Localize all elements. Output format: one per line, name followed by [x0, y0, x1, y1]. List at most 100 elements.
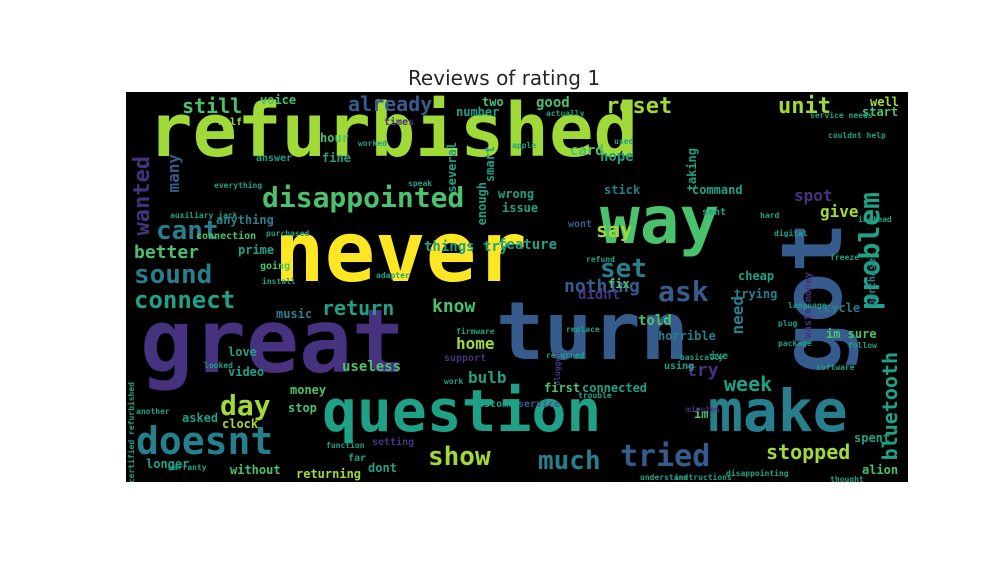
- word-used: used: [614, 137, 634, 146]
- word-returned: returned: [546, 351, 585, 360]
- word-wrong: wrong: [498, 187, 535, 201]
- word-question: question: [322, 377, 602, 445]
- word-firmware: firmware: [456, 327, 495, 336]
- word-unit: unit: [778, 94, 831, 119]
- word-alion: alion: [862, 463, 899, 477]
- word-love: love: [228, 345, 257, 359]
- word-turn: turn: [496, 285, 689, 378]
- word-card: card: [570, 143, 604, 159]
- word-worked: worked: [358, 139, 387, 148]
- word-using: using: [664, 361, 695, 372]
- word-purchase: purchase: [867, 258, 878, 307]
- word-warranty: warranty: [168, 463, 207, 472]
- word-day: day: [220, 389, 271, 422]
- word-ive: ive: [710, 351, 729, 362]
- word-digital: digital: [774, 229, 808, 238]
- word-wont: wont: [568, 219, 593, 230]
- word-work: work: [444, 377, 464, 386]
- word-try: try: [686, 360, 719, 381]
- word-fine: fine: [322, 151, 351, 165]
- word-apple: apple: [512, 141, 537, 150]
- word-much: much: [538, 446, 601, 476]
- word-show: show: [428, 442, 491, 472]
- word-service-needs: service needs: [810, 111, 873, 120]
- word-never: never: [274, 203, 527, 301]
- word-actually: actually: [546, 109, 585, 118]
- word-video: video: [228, 365, 265, 379]
- word-trying: trying: [734, 287, 778, 301]
- word-command: command: [692, 183, 743, 197]
- word-returning: returning: [296, 467, 362, 481]
- word-freeze: freeze: [830, 253, 859, 262]
- word-didnt: didnt: [578, 287, 621, 303]
- word-connection: connection: [196, 231, 257, 242]
- word-useless: useless: [342, 359, 402, 375]
- word-tried: tried: [620, 439, 711, 474]
- word-spent: spent: [854, 431, 891, 445]
- word-times: times: [384, 117, 415, 128]
- word-customer: customer: [472, 399, 521, 410]
- word-things-try: things try: [424, 239, 509, 255]
- word-better: better: [134, 242, 200, 263]
- word-smart: smart: [483, 146, 497, 183]
- word-two: two: [482, 95, 504, 109]
- word-follow: follow: [848, 341, 877, 350]
- word-make: make: [708, 377, 848, 445]
- word-couldnt-help: couldnt help: [828, 131, 886, 140]
- word-language: language: [788, 301, 827, 310]
- word-cant: cant: [156, 216, 219, 246]
- word-hard: hard: [760, 211, 780, 220]
- word-package: package: [778, 339, 812, 348]
- word-enough: enough: [475, 182, 489, 226]
- word-anything: anything: [216, 213, 274, 227]
- word-stick: stick: [604, 183, 641, 197]
- word-minutes: minutes: [686, 405, 720, 414]
- word-another: another: [136, 407, 170, 416]
- word-cheap: cheap: [738, 269, 775, 283]
- word-everything: everything: [214, 181, 263, 190]
- word-im-sure: im sure: [826, 327, 877, 341]
- word-far: far: [348, 453, 367, 464]
- word-week: week: [724, 372, 773, 396]
- word-already: already: [348, 92, 433, 116]
- word-issue: issue: [502, 201, 539, 215]
- word-disappointing: disappointing: [726, 469, 789, 478]
- word-looked: looked: [204, 361, 233, 370]
- word-well: well: [870, 95, 899, 109]
- word-spot: spot: [794, 186, 833, 205]
- word-horrible: horrible: [658, 329, 716, 343]
- word-cycle: cycle: [824, 301, 861, 315]
- word-still: still: [182, 94, 243, 118]
- word-stop: stop: [288, 401, 317, 415]
- word-know: know: [432, 296, 476, 317]
- word-understand: understand: [640, 473, 689, 482]
- word-sound: sound: [134, 260, 213, 290]
- word-fix: fix: [608, 277, 630, 291]
- word-im: im: [694, 407, 709, 421]
- word-number: number: [456, 105, 500, 119]
- word-auxiliary-jack: auxiliary jack: [170, 211, 238, 220]
- word-plugged: plugged: [553, 352, 562, 386]
- word-function: function: [326, 441, 365, 450]
- word-prime: prime: [238, 243, 275, 257]
- word-ask: ask: [658, 275, 709, 308]
- word-adapter: adapter: [376, 271, 410, 280]
- word-great: great: [140, 290, 405, 393]
- word-software: software: [816, 363, 855, 372]
- word-nothing: nothing: [564, 276, 640, 297]
- word-sent: sent: [702, 207, 727, 218]
- word-good: good: [536, 95, 570, 111]
- word-plug: plug: [778, 319, 798, 328]
- word-without: without: [230, 463, 281, 477]
- word-music: music: [276, 307, 313, 321]
- word-setting: setting: [372, 437, 415, 448]
- word-say: say: [596, 218, 633, 242]
- word-bulb: bulb: [468, 368, 507, 387]
- word-basically: basically: [680, 353, 724, 362]
- word-feature: feature: [498, 237, 558, 253]
- word-home: home: [456, 334, 495, 353]
- word-certified-refurbished: certified refurbished: [127, 382, 136, 482]
- word-voice: voice: [260, 93, 297, 107]
- word-several: several: [445, 142, 459, 193]
- word-instructions: instructions: [674, 473, 732, 482]
